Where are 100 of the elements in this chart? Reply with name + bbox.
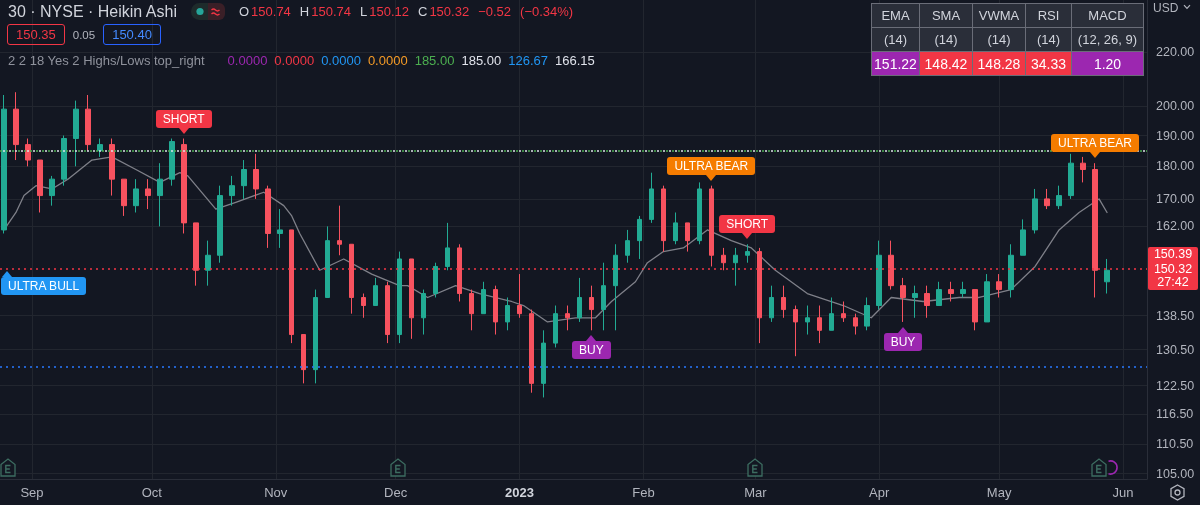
candlestick	[217, 185, 223, 264]
candlestick	[888, 240, 894, 291]
candlestick	[565, 305, 570, 331]
y-axis-title: USD	[1153, 1, 1179, 15]
y-tick-label: 180.00	[1156, 159, 1195, 174]
annotation: SHORT	[719, 215, 776, 234]
candlestick	[936, 281, 942, 307]
candlestick	[277, 208, 283, 249]
annotation: BUY	[883, 332, 923, 351]
candlestick	[829, 296, 834, 331]
annotation: (14)	[920, 28, 972, 51]
annotation: SMA	[920, 4, 972, 27]
annotation: 0.0000	[227, 52, 268, 68]
candlestick	[1020, 218, 1026, 256]
candlestick	[972, 289, 978, 331]
candlestick	[529, 309, 534, 394]
candlestick	[421, 289, 426, 336]
candlestick	[193, 222, 199, 287]
candlestick	[769, 285, 774, 323]
candlestick	[49, 175, 55, 207]
candlestick	[157, 162, 163, 227]
candlestick	[445, 222, 450, 271]
candlestick	[637, 215, 642, 260]
annotation: (14)	[1026, 28, 1071, 51]
annotation: 0.0000	[321, 52, 361, 68]
annotation: 185.00	[414, 52, 455, 68]
candlestick	[13, 91, 19, 161]
candlestick	[469, 289, 474, 331]
candlestick	[253, 153, 259, 200]
x-tick-label: Mar	[744, 485, 768, 500]
candlestick	[85, 94, 91, 152]
candlestick	[781, 285, 786, 319]
annotation: RSI	[1026, 4, 1071, 27]
y-tick-label: 105.00	[1156, 466, 1195, 481]
candlestick	[73, 100, 79, 167]
annotation: 1.20	[1072, 52, 1143, 75]
candlestick	[385, 281, 390, 344]
annotation: 150.35	[7, 24, 65, 45]
candlestick	[481, 281, 486, 315]
candlestick	[601, 262, 606, 331]
annotation: 0.05	[72, 28, 96, 41]
candlestick	[505, 296, 510, 331]
annotation: VWMA	[973, 4, 1025, 27]
annotation: 151.22	[872, 52, 919, 75]
x-tick-label: Sep	[20, 485, 44, 500]
annotation: SHORT	[155, 109, 212, 128]
candlestick	[697, 181, 702, 245]
candlestick	[817, 305, 822, 344]
candlestick	[121, 178, 127, 217]
candlestick	[1068, 153, 1074, 200]
candlestick	[457, 243, 462, 302]
candlestick	[37, 159, 43, 213]
candlestick	[876, 240, 882, 311]
y-tick-label: 110.50	[1156, 437, 1194, 452]
annotation: MACD	[1072, 4, 1143, 27]
candlestick	[745, 243, 750, 264]
annotation: (14)	[973, 28, 1025, 51]
candlestick	[169, 138, 175, 187]
candlestick	[433, 262, 438, 298]
candlestick	[757, 247, 762, 344]
candlestick	[960, 281, 966, 298]
y-tick-label: 200.00	[1156, 99, 1195, 114]
candlestick	[984, 273, 990, 323]
candlestick	[133, 178, 139, 213]
annotation: ULTRA BEAR	[1051, 134, 1139, 153]
candlestick	[924, 285, 930, 319]
candlestick	[541, 329, 546, 398]
y-tick-label: 130.50	[1156, 342, 1195, 357]
x-tick-label: Oct	[141, 485, 163, 500]
annotation: 148.28	[973, 52, 1025, 75]
candlestick	[721, 247, 726, 271]
x-tick-label: Dec	[384, 485, 408, 500]
text: 150.39	[1152, 247, 1194, 262]
candlestick	[996, 273, 1002, 298]
candlestick	[265, 185, 271, 249]
y-tick-label: 220.00	[1156, 44, 1195, 59]
x-tick-label: Feb	[632, 485, 655, 500]
candlestick	[205, 240, 211, 287]
annotation: EMA	[872, 4, 919, 27]
candlestick	[685, 222, 690, 253]
x-tick-label: Jun	[1112, 485, 1134, 500]
y-tick-label: 116.50	[1156, 407, 1194, 422]
candlestick	[1056, 185, 1062, 210]
annotation: 185.00	[461, 52, 502, 68]
y-tick-label: 190.00	[1156, 128, 1195, 143]
annotation: BUY	[571, 341, 611, 360]
candlestick	[733, 247, 738, 287]
candlestick	[61, 135, 67, 187]
candlestick	[793, 305, 798, 357]
candlestick	[625, 229, 630, 264]
annotation: 126.67	[508, 52, 548, 68]
candlestick	[349, 243, 354, 315]
annotation: 150.40	[103, 24, 161, 45]
candlestick	[673, 211, 678, 245]
annotation: ULTRA BULL	[1, 277, 87, 296]
candlestick	[912, 285, 918, 319]
candlestick	[361, 293, 366, 319]
candlestick	[853, 313, 858, 336]
candlestick	[948, 281, 954, 302]
candlestick	[517, 273, 522, 319]
